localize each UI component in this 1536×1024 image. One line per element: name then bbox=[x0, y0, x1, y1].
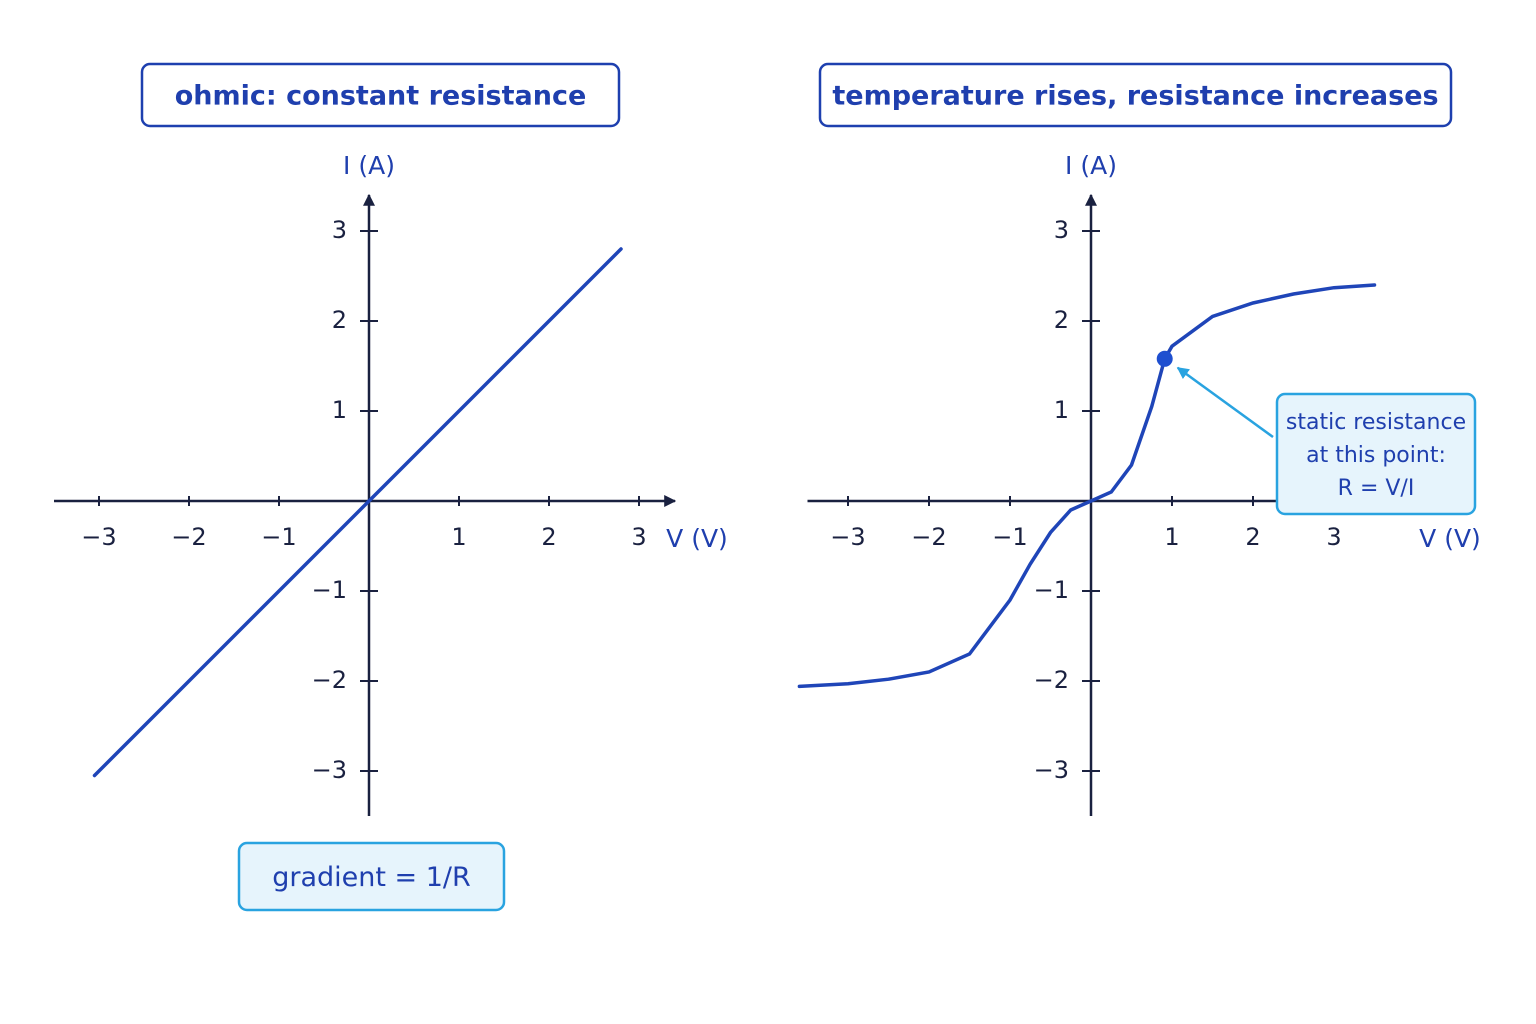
y-tick-label: 2 bbox=[332, 306, 347, 334]
x-tick-label: 2 bbox=[1245, 523, 1260, 551]
data-line bbox=[797, 283, 1377, 689]
chart-title: temperature rises, resistance increases bbox=[832, 81, 1438, 112]
x-tick-label: 2 bbox=[541, 523, 556, 551]
x-axis-label: V (V) bbox=[1419, 524, 1481, 553]
y-axis-label: I (A) bbox=[1065, 151, 1117, 180]
x-tick-label: 3 bbox=[631, 523, 646, 551]
x-tick-label: −2 bbox=[171, 523, 206, 551]
x-tick-label: −2 bbox=[911, 523, 946, 551]
y-axis-label: I (A) bbox=[343, 151, 395, 180]
title-box bbox=[140, 62, 621, 128]
y-tick-label: 1 bbox=[1054, 396, 1069, 424]
y-tick-label: −1 bbox=[312, 576, 347, 604]
annotation-text: gradient = 1/R bbox=[272, 862, 471, 893]
annotation-text: static resistance bbox=[1286, 410, 1466, 435]
y-tick-label: −2 bbox=[312, 666, 347, 694]
title-box bbox=[818, 62, 1453, 128]
x-tick-label: −3 bbox=[81, 523, 116, 551]
y-tick-label: 2 bbox=[1054, 306, 1069, 334]
y-tick-label: 3 bbox=[332, 216, 347, 244]
x-tick-label: −1 bbox=[992, 523, 1027, 551]
highlight-point bbox=[1156, 350, 1173, 367]
x-tick-label: 1 bbox=[451, 523, 466, 551]
y-tick-label: −1 bbox=[1034, 576, 1069, 604]
x-axis-label: V (V) bbox=[666, 524, 728, 553]
y-tick-label: 1 bbox=[332, 396, 347, 424]
x-tick-label: −1 bbox=[261, 523, 296, 551]
x-tick-label: 3 bbox=[1326, 523, 1341, 551]
chart-title: ohmic: constant resistance bbox=[175, 81, 587, 112]
annotation-text: R = V/I bbox=[1338, 476, 1415, 501]
x-tick-label: −3 bbox=[830, 523, 865, 551]
annotation-box bbox=[237, 841, 506, 912]
y-tick-label: 3 bbox=[1054, 216, 1069, 244]
x-tick-label: 1 bbox=[1164, 523, 1179, 551]
y-tick-label: −2 bbox=[1034, 666, 1069, 694]
annotation-box bbox=[1275, 392, 1477, 516]
data-line bbox=[92, 247, 623, 778]
y-tick-label: −3 bbox=[312, 756, 347, 784]
y-tick-label: −3 bbox=[1034, 756, 1069, 784]
annotation-text: at this point: bbox=[1306, 443, 1446, 468]
pointer-arrow bbox=[1176, 366, 1274, 439]
